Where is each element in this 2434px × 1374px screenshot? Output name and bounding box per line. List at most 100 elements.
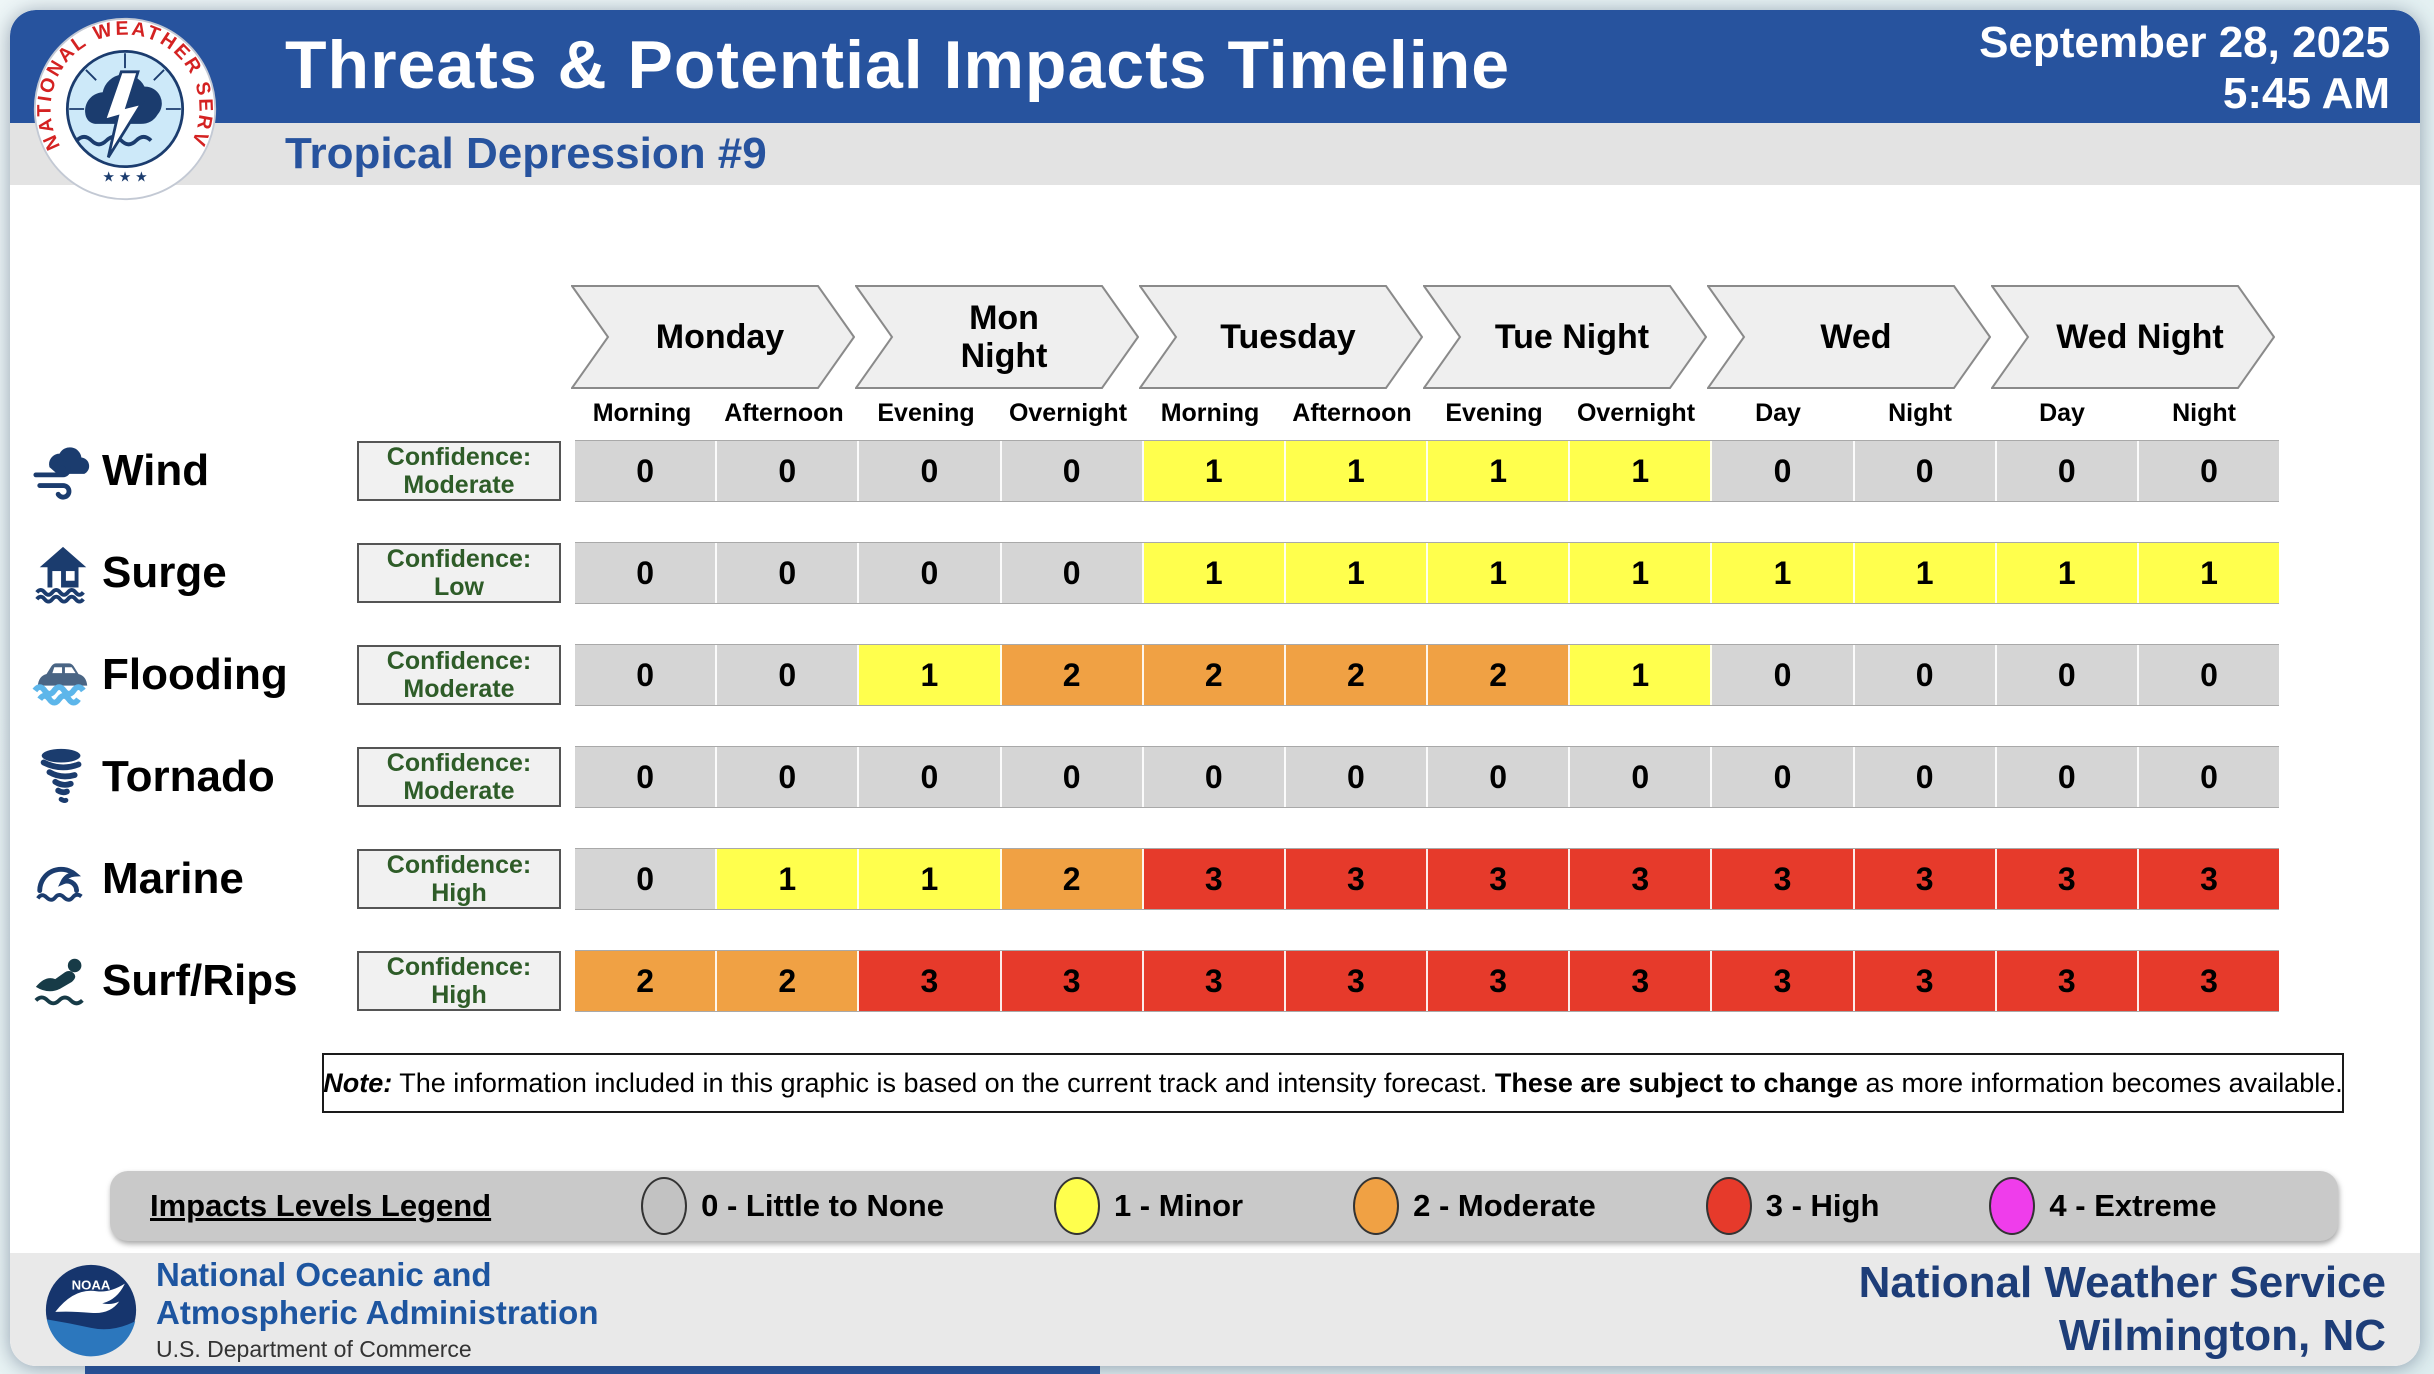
day-header-row: Monday Mon Night Tuesday Tue Night Wed W… bbox=[571, 283, 2275, 391]
legend-items: 0 - Little to None 1 - Minor 2 - Moderat… bbox=[641, 1177, 2326, 1235]
confidence-prefix: Confidence: bbox=[386, 749, 532, 777]
header-bar: NATIONAL WEATHER SERVICE ★ ★ ★ Threats &… bbox=[10, 10, 2420, 201]
day-label: Wed bbox=[1820, 317, 1892, 356]
surf-icon bbox=[34, 958, 84, 1006]
timeline-header: Monday Mon Night Tuesday Tue Night Wed W… bbox=[571, 283, 2275, 433]
issued-time: 5:45 AM bbox=[2222, 68, 2390, 118]
issued-datetime: September 28, 2025 5:45 AM bbox=[1979, 18, 2390, 119]
impact-cell: 1 bbox=[859, 849, 1002, 909]
nws-logo-icon: NATIONAL WEATHER SERVICE ★ ★ ★ bbox=[32, 16, 217, 201]
impact-cell: 0 bbox=[575, 747, 718, 807]
impact-cell: 0 bbox=[575, 543, 718, 603]
impact-cell: 3 bbox=[1712, 951, 1855, 1011]
tornado-icon bbox=[40, 748, 82, 803]
confidence-value: High bbox=[431, 981, 487, 1009]
impact-cell: 2 bbox=[1001, 645, 1144, 705]
period-label: Morning bbox=[592, 399, 692, 427]
agency-name: National Oceanic and Atmospheric Adminis… bbox=[156, 1256, 599, 1364]
impact-cell: 0 bbox=[2138, 747, 2280, 807]
agency-line-1: National Oceanic and bbox=[156, 1255, 492, 1293]
impact-cell: 0 bbox=[1712, 441, 1855, 501]
note-box: Note: The information included in this g… bbox=[322, 1053, 2344, 1113]
note-prefix: Note: bbox=[323, 1067, 393, 1098]
impact-cell: 1 bbox=[1712, 543, 1855, 603]
office-line-1: National Weather Service bbox=[1858, 1257, 2386, 1307]
graphic-card: NATIONAL WEATHER SERVICE ★ ★ ★ Threats &… bbox=[10, 10, 2420, 1366]
day-header: Monday bbox=[571, 283, 855, 391]
threat-name: Marine bbox=[102, 854, 244, 903]
impact-cell: 3 bbox=[1143, 951, 1286, 1011]
impact-cell: 0 bbox=[859, 441, 1002, 501]
impact-cell: 2 bbox=[1285, 645, 1429, 705]
arrow-shape-icon bbox=[855, 285, 1139, 389]
impact-cell: 0 bbox=[1854, 645, 1997, 705]
impact-cell: 1 bbox=[1996, 543, 2139, 603]
day-header: Wed bbox=[1707, 283, 1991, 391]
impact-cell: 0 bbox=[1001, 747, 1144, 807]
footer-bar: NOAA National Oceanic and Atmospheric Ad… bbox=[10, 1253, 2420, 1366]
impact-cell: 0 bbox=[1001, 543, 1144, 603]
impact-cell: 1 bbox=[1143, 441, 1286, 501]
impact-cell: 1 bbox=[1570, 543, 1713, 603]
impact-cell: 0 bbox=[1996, 747, 2139, 807]
impact-cell: 0 bbox=[1001, 441, 1144, 501]
confidence-prefix: Confidence: bbox=[386, 851, 532, 879]
legend-item: 4 - Extreme bbox=[1989, 1177, 2217, 1235]
impact-cell: 1 bbox=[717, 849, 860, 909]
legend-item: 2 - Moderate bbox=[1353, 1177, 1596, 1235]
noaa-logo-icon: NOAA bbox=[45, 1264, 137, 1356]
impact-cell: 2 bbox=[1001, 849, 1144, 909]
confidence-value: Moderate bbox=[403, 471, 515, 499]
svg-text:NOAA: NOAA bbox=[72, 1277, 111, 1292]
period-label: Overnight bbox=[1008, 399, 1128, 427]
arrow-shape-icon bbox=[1423, 285, 1707, 389]
impact-cell: 3 bbox=[1428, 849, 1571, 909]
period-label: Day bbox=[1755, 399, 1801, 427]
confidence-prefix: Confidence: bbox=[386, 647, 532, 675]
impact-cell: 1 bbox=[1285, 441, 1429, 501]
arrow-shape-icon bbox=[1991, 285, 2275, 389]
confidence-box: Confidence: High bbox=[357, 849, 561, 909]
day-header: Tue Night bbox=[1423, 283, 1707, 391]
impact-cell: 0 bbox=[1570, 747, 1713, 807]
impact-cell: 0 bbox=[1996, 645, 2139, 705]
impact-cell: 1 bbox=[1854, 543, 1997, 603]
surge-icon bbox=[35, 546, 87, 604]
impact-cell: 0 bbox=[1285, 747, 1429, 807]
office-line-2: Wilmington, NC bbox=[2058, 1310, 2386, 1360]
legend-label: 0 - Little to None bbox=[701, 1188, 944, 1223]
impact-cell: 3 bbox=[1285, 849, 1429, 909]
confidence-prefix: Confidence: bbox=[386, 953, 532, 981]
threat-label: Surge bbox=[32, 542, 357, 604]
issuing-office: National Weather Service Wilmington, NC bbox=[1859, 1257, 2386, 1363]
legend-label: 4 - Extreme bbox=[2049, 1188, 2217, 1223]
impact-cell: 0 bbox=[1428, 747, 1571, 807]
threat-name: Surf/Rips bbox=[102, 956, 298, 1005]
legend-label: 2 - Moderate bbox=[1413, 1188, 1596, 1223]
impact-cell: 3 bbox=[1570, 849, 1713, 909]
day-label: Monday bbox=[655, 317, 785, 356]
threat-name: Flooding bbox=[102, 650, 288, 699]
impact-cell: 0 bbox=[1996, 441, 2139, 501]
impact-cell: 3 bbox=[1001, 951, 1144, 1011]
impact-cell: 1 bbox=[1570, 441, 1713, 501]
impact-cell: 3 bbox=[1143, 849, 1286, 909]
arrow-shape-icon bbox=[571, 285, 855, 389]
threat-name: Surge bbox=[102, 548, 227, 597]
impact-cell: 3 bbox=[1570, 951, 1713, 1011]
legend-swatch-icon bbox=[1705, 1177, 1752, 1235]
agency-line-2: Atmospheric Administration bbox=[156, 1293, 599, 1331]
impact-cell: 1 bbox=[1143, 543, 1286, 603]
legend-title: Impacts Levels Legend bbox=[150, 1188, 492, 1223]
day-header: Wed Night bbox=[1991, 283, 2275, 391]
note-body: The information included in this graphic… bbox=[392, 1067, 1495, 1098]
period-label: Day bbox=[2039, 399, 2085, 427]
impact-cell: 2 bbox=[1143, 645, 1286, 705]
